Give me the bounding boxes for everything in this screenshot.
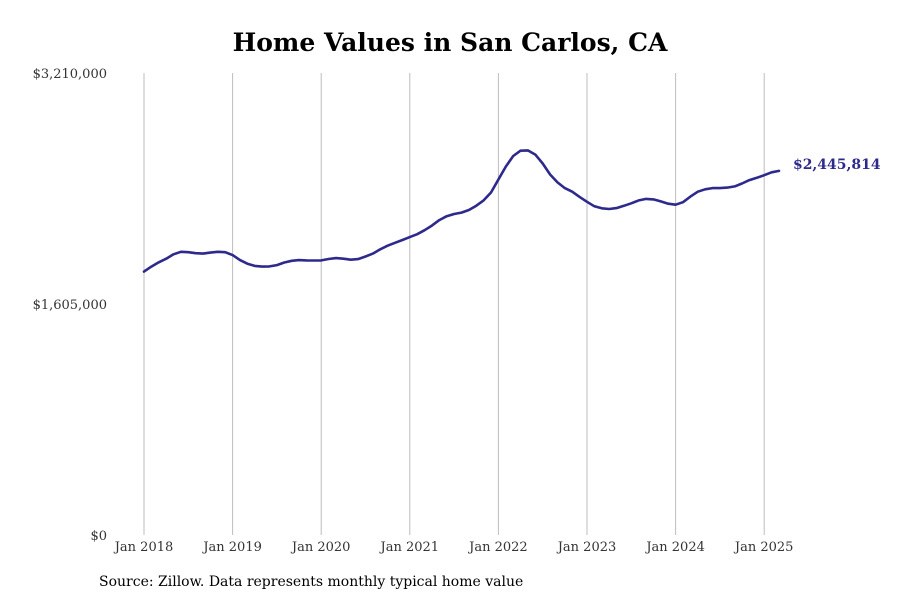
x-tick-label: Jan 2020	[290, 540, 351, 555]
source-note: Source: Zillow. Data represents monthly …	[99, 574, 524, 590]
x-tick-label: Jan 2021	[379, 540, 440, 555]
gridlines	[143, 73, 765, 535]
x-axis-ticks: Jan 2018 Jan 2019 Jan 2020 Jan 2021 Jan 2022…	[113, 540, 794, 555]
x-tick-label: Jan 2023	[556, 540, 617, 555]
y-axis-ticks: $0 $1,605,000 $3,210,000	[33, 67, 107, 544]
x-tick-label: Jan 2025	[733, 540, 794, 555]
series-line-home-value	[142, 149, 781, 273]
x-tick-label: Jan 2022	[467, 540, 528, 555]
x-tick-label: Jan 2024	[644, 540, 705, 555]
y-tick-label: $1,605,000	[33, 298, 107, 313]
x-tick-label: Jan 2018	[113, 540, 174, 555]
chart-title: Home Values in San Carlos, CA	[232, 28, 668, 57]
x-tick-label: Jan 2019	[201, 540, 262, 555]
y-tick-label: $0	[90, 529, 107, 544]
end-value-label: $2,445,814	[793, 157, 881, 173]
y-tick-label: $3,210,000	[33, 67, 107, 82]
